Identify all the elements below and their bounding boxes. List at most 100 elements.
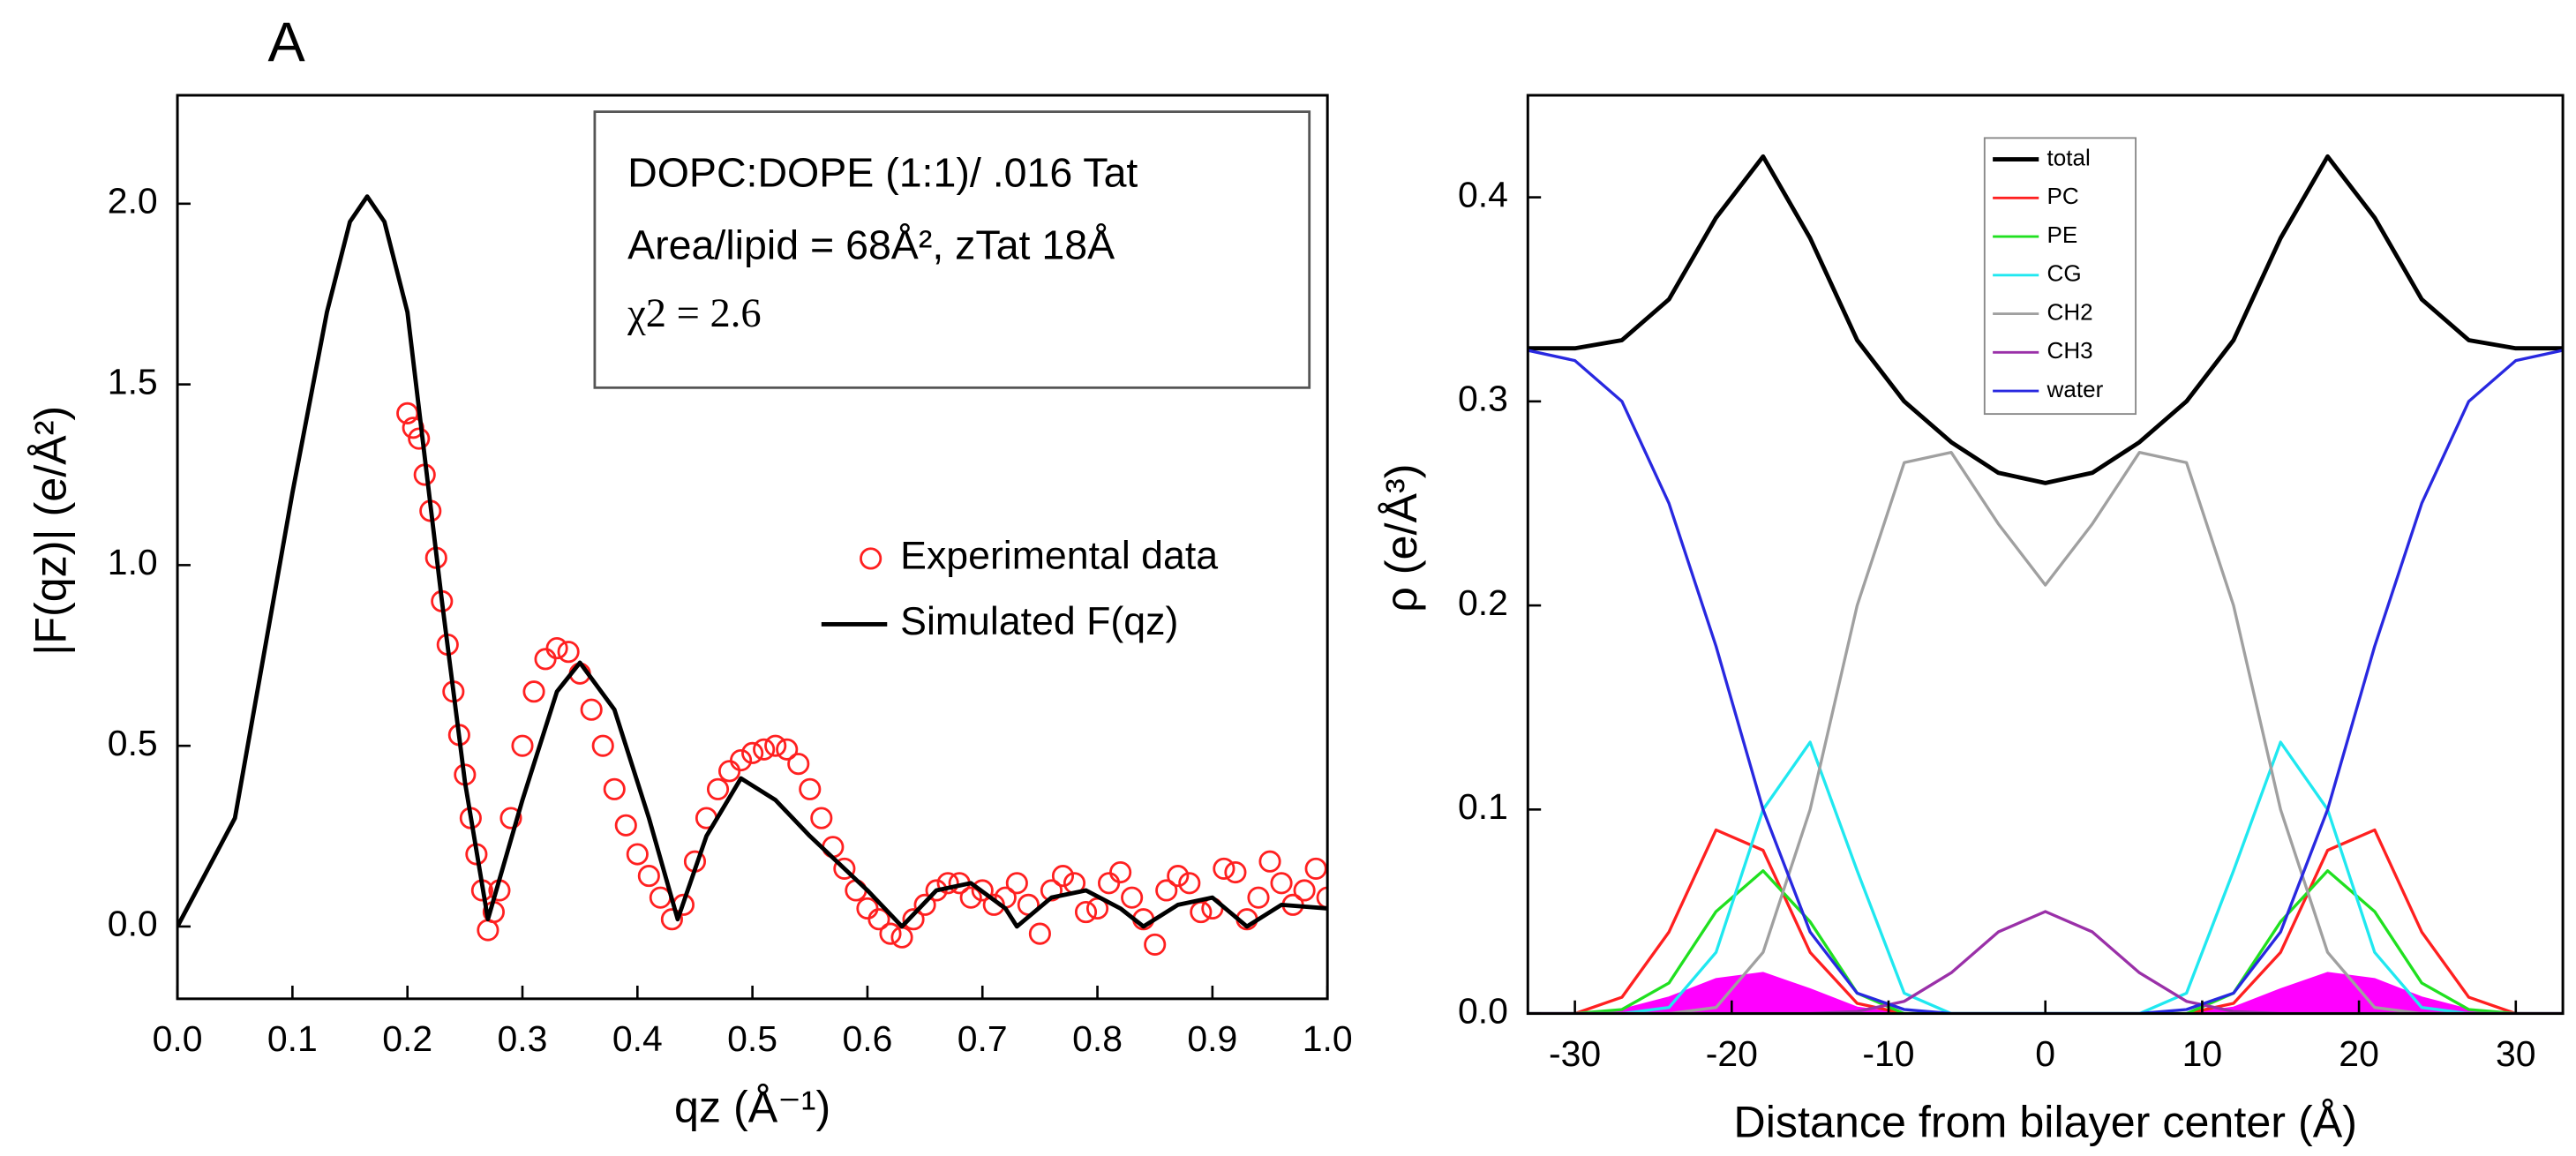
data-point bbox=[971, 879, 994, 902]
data-point bbox=[1005, 872, 1028, 895]
line bbox=[1528, 450, 2564, 1014]
data-point bbox=[741, 741, 764, 764]
y-tick-label: 0.5 bbox=[108, 723, 158, 763]
data-point bbox=[1213, 857, 1235, 880]
data-point bbox=[764, 734, 787, 757]
annotation: χ2 = 2.6 bbox=[627, 291, 762, 336]
line bbox=[1528, 869, 2564, 1014]
y-tick-label: 0.3 bbox=[1458, 379, 1508, 419]
data-point bbox=[959, 886, 982, 909]
x-tick-label: 0.2 bbox=[382, 1018, 432, 1059]
data-point bbox=[534, 648, 557, 671]
data-point bbox=[1316, 886, 1328, 909]
data-point bbox=[626, 843, 649, 866]
data-point bbox=[1167, 865, 1190, 888]
data-point bbox=[787, 753, 810, 776]
x-tick-label: 0.3 bbox=[498, 1018, 548, 1059]
data-point bbox=[545, 637, 568, 660]
x-tick-label: 10 bbox=[2182, 1033, 2223, 1074]
plot: 0.0 0.1 0.2 0.3 0.4 0.5 0.6 0.7 0.8 0.9 1.0 0.0 0.5 1… bbox=[26, 94, 1353, 1132]
y-tick-label: 0.2 bbox=[1458, 582, 1508, 623]
x-axis-label: qz (Å⁻¹) bbox=[674, 1083, 830, 1132]
data-point bbox=[1098, 872, 1121, 895]
data-point bbox=[660, 908, 683, 931]
x-tick-label: 0.6 bbox=[842, 1018, 892, 1059]
data-point bbox=[867, 908, 890, 931]
x-tick-label: -10 bbox=[1862, 1033, 1914, 1074]
data-point bbox=[1155, 879, 1178, 902]
data-point bbox=[522, 680, 545, 703]
panel-label: A bbox=[267, 11, 305, 73]
data-point bbox=[753, 738, 776, 761]
x-tick-label: 1.0 bbox=[1303, 1018, 1353, 1059]
x-tick-label: 20 bbox=[2339, 1033, 2379, 1074]
data-point bbox=[637, 865, 660, 888]
line bbox=[1528, 740, 2564, 1014]
annotation: DOPC:DOPE (1:1)/ .016 Tat bbox=[627, 149, 1138, 195]
x-tick-label: 0.0 bbox=[153, 1018, 203, 1059]
data-point bbox=[580, 698, 603, 721]
y-tick-label: 0.4 bbox=[1458, 174, 1508, 214]
data-point bbox=[396, 402, 419, 424]
data-point bbox=[477, 919, 499, 942]
plot-area bbox=[177, 194, 1328, 956]
data-point bbox=[1074, 900, 1098, 924]
plot: -30 -20 -10 0 10 20 30 0.0 0.1 0.2 0.3 0.4 Distance … bbox=[1377, 94, 2565, 1146]
data-point bbox=[1144, 933, 1167, 956]
data-point bbox=[833, 857, 856, 880]
y-axis-label: ρ (e/Å³) bbox=[1377, 464, 1426, 612]
data-point bbox=[1051, 865, 1075, 888]
data-point bbox=[1224, 860, 1247, 884]
data-point bbox=[1109, 860, 1132, 884]
y-tick-label: 0.0 bbox=[108, 904, 158, 944]
y-tick-label: 1.0 bbox=[108, 542, 158, 582]
y-tick-label: 2.0 bbox=[108, 181, 158, 221]
x-tick-label: 0.7 bbox=[958, 1018, 1008, 1059]
line bbox=[177, 194, 1328, 929]
data-point bbox=[1258, 850, 1281, 873]
data-point bbox=[810, 807, 833, 829]
data-point bbox=[1304, 857, 1327, 880]
x-tick-label: 0.9 bbox=[1187, 1018, 1237, 1059]
data-point bbox=[902, 908, 925, 931]
x-tick-label: 0.5 bbox=[727, 1018, 777, 1059]
data-point bbox=[799, 777, 822, 800]
legend-label: CG bbox=[2047, 260, 2082, 287]
data-point bbox=[557, 641, 580, 664]
legend-label: Simulated F(qz) bbox=[900, 600, 1178, 643]
line bbox=[1528, 828, 2564, 1014]
data-point bbox=[717, 760, 741, 783]
data-point bbox=[1190, 900, 1213, 924]
line bbox=[1528, 154, 2564, 485]
x-tick-label: -30 bbox=[1549, 1033, 1601, 1074]
data-point bbox=[1270, 872, 1293, 895]
data-point bbox=[856, 897, 879, 920]
data-point bbox=[879, 922, 902, 945]
line bbox=[1528, 910, 2564, 1014]
legend-label: water bbox=[2047, 376, 2104, 402]
data-point bbox=[706, 777, 730, 800]
data-point bbox=[1293, 879, 1316, 902]
data-point bbox=[1247, 886, 1270, 909]
legend-label: PC bbox=[2047, 183, 2079, 209]
x-tick-label: 0.1 bbox=[267, 1018, 318, 1059]
data-point bbox=[890, 926, 913, 949]
annotation-box bbox=[593, 110, 1311, 389]
data-point bbox=[730, 748, 753, 772]
data-point bbox=[1028, 922, 1051, 945]
data-point bbox=[614, 814, 637, 837]
legend-label: total bbox=[2047, 144, 2091, 170]
legend-marker bbox=[860, 547, 882, 570]
y-tick-label: 1.5 bbox=[108, 361, 158, 402]
legend-label: Experimental data bbox=[900, 535, 1218, 578]
data-point bbox=[936, 872, 959, 895]
data-point bbox=[776, 738, 799, 761]
data-point bbox=[1121, 886, 1144, 909]
y-tick-label: 0.0 bbox=[1458, 990, 1508, 1031]
x-tick-label: 30 bbox=[2496, 1033, 2536, 1074]
legend-label: CH3 bbox=[2047, 337, 2093, 364]
plot-area bbox=[1528, 154, 2564, 1014]
x-axis-label: Distance from bilayer center (Å) bbox=[1733, 1097, 2357, 1146]
